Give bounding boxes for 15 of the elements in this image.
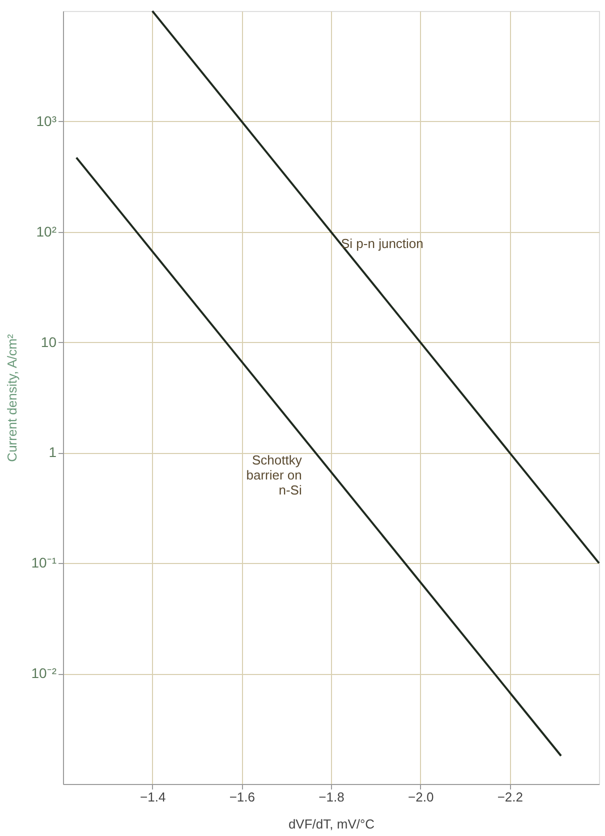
series-label: Schottky barrier on n-Si xyxy=(246,452,302,498)
y-axis-title: Current density, A/cm² xyxy=(4,334,20,462)
series-label: Si p-n junction xyxy=(341,236,424,251)
y-tick-label: 10⁻² xyxy=(31,665,57,682)
y-tick-label: 10⁻¹ xyxy=(31,554,57,571)
x-tick-label: −1.4 xyxy=(140,790,166,804)
y-tick-label: 1 xyxy=(48,444,57,460)
x-tick-label: −1.6 xyxy=(229,790,256,804)
x-tick-label: −1.8 xyxy=(318,790,344,804)
y-tick-label: 10 xyxy=(40,334,57,350)
x-axis-title: dVF/dT, mV/°C xyxy=(288,816,375,832)
y-tick-label: 10² xyxy=(36,223,57,240)
x-tick-label: −2.0 xyxy=(408,790,434,804)
x-tick-label: −2.2 xyxy=(497,790,524,804)
y-tick-label: 10³ xyxy=(36,112,57,129)
